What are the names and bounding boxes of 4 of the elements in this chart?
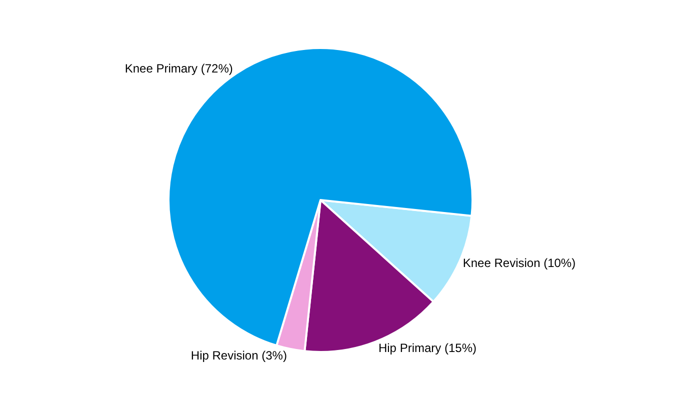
- slice-label: Hip Revision (3%): [190, 348, 287, 363]
- slice-label: Knee Revision (10%): [462, 256, 576, 270]
- slice-label: Knee Primary (72%): [124, 62, 233, 76]
- slice-label: Hip Primary (15%): [378, 341, 476, 356]
